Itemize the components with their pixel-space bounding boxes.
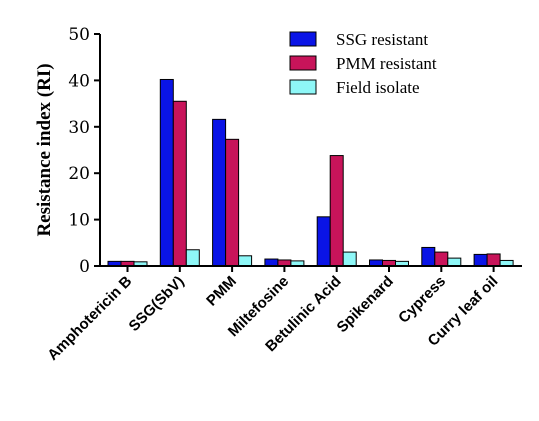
bar-pmm-resistant-2 [225,138,240,267]
y-tick-label-10: 10 [68,211,90,231]
x-tick-label-2: PMM [203,273,240,310]
legend-label-pmm-resistant: PMM resistant [336,54,437,73]
x-tick-label-1: SSG(SbV) [126,273,188,335]
bar-pmm-resistant-1 [172,100,187,267]
bar-ssg-resistant-1 [159,78,174,267]
bar-pmm-resistant-4 [329,155,344,267]
x-tick-label-0: Amphotericin B [44,273,135,364]
y-tick-label-40: 40 [68,71,90,91]
bar-ssg-resistant-6 [421,246,436,267]
legend: SSG resistant PMM resistant Field isolate [289,30,437,97]
y-tick-label-0: 0 [79,257,90,277]
y-tick-label-50: 50 [68,25,90,45]
bar-ssg-resistant-2 [212,118,227,267]
y-tick-label-20: 20 [68,164,90,184]
bar-field-isolate-1 [185,249,200,267]
y-tick-label-30: 30 [68,118,90,138]
bar-ssg-resistant-3 [264,258,279,267]
bar-pmm-resistant-7 [486,253,501,267]
legend-label-ssg-resistant: SSG resistant [336,30,428,49]
legend-swatch-field-isolate [289,79,317,95]
bar-field-isolate-6 [447,257,462,267]
legend-swatch-ssg-resistant [289,31,317,47]
y-axis-label: Resistance index (RI) [34,63,55,236]
bar-pmm-resistant-6 [434,251,449,267]
bar-ssg-resistant-4 [316,216,331,267]
bar-ssg-resistant-7 [473,253,488,267]
legend-swatch-pmm-resistant [289,55,317,71]
bar-field-isolate-4 [342,251,357,267]
bar-field-isolate-2 [238,255,253,267]
legend-label-field-isolate: Field isolate [336,78,420,97]
x-tick-label-5: Spikenard [334,273,397,336]
x-tick-label-6: Cypress [395,273,449,327]
bars-layer [107,78,514,267]
